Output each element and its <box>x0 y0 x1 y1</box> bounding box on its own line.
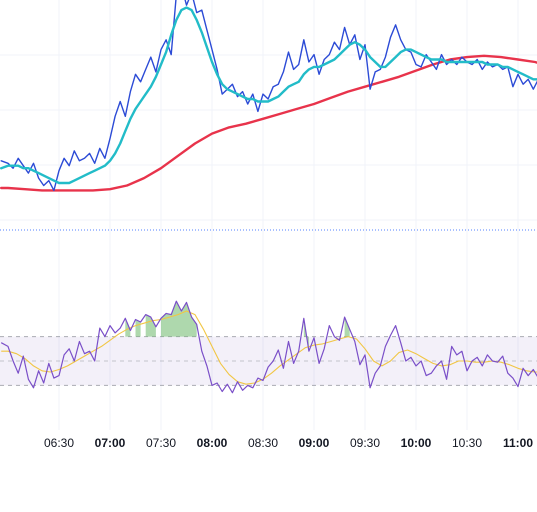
overbought-area <box>135 319 141 337</box>
overbought-area <box>145 314 156 337</box>
x-tick-label: 06:30 <box>44 436 74 450</box>
x-tick-label: 07:30 <box>146 436 176 450</box>
overbought-area <box>161 301 197 337</box>
series-ema-fast <box>0 6 537 185</box>
x-tick-label: 09:30 <box>350 436 380 450</box>
series-oscillator <box>0 300 537 394</box>
price-panel <box>0 0 537 192</box>
series-signal <box>1 310 537 385</box>
overbought-area <box>344 317 350 337</box>
series-price <box>0 0 537 192</box>
x-tick-label: 10:30 <box>452 436 482 450</box>
x-tick-label: 08:30 <box>248 436 278 450</box>
x-tick-label: 08:00 <box>197 436 228 450</box>
x-tick-label: 10:00 <box>401 436 432 450</box>
x-tick-label: 11:00 <box>503 436 533 450</box>
time-axis: 06:30 07:00 07:30 08:00 08:30 09:00 09:30 10:00… <box>44 436 533 450</box>
x-tick-label: 09:00 <box>299 436 330 450</box>
oscillator-panel <box>0 300 537 394</box>
series-ema-slow <box>0 54 537 192</box>
x-tick-label: 07:00 <box>95 436 126 450</box>
oscillator-band-lines <box>0 336 537 386</box>
chart-grid <box>0 0 537 430</box>
